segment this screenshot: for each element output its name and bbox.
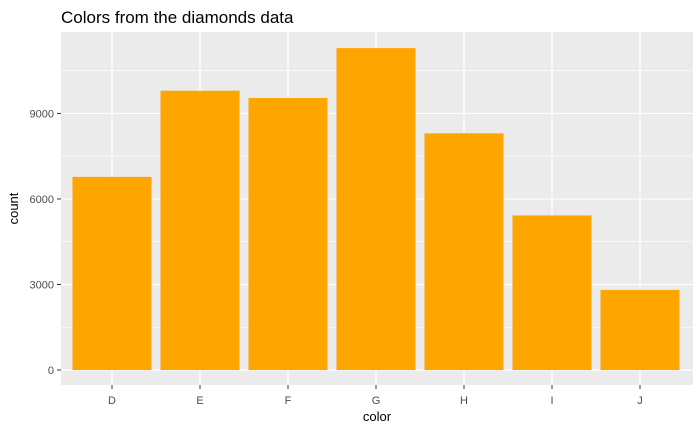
- x-tick-label: G: [372, 395, 381, 407]
- x-axis-title: color: [363, 409, 392, 424]
- bar-D: [72, 176, 152, 370]
- x-tick-label: D: [108, 395, 116, 407]
- bar-I: [512, 215, 592, 370]
- y-tick-label: 0: [48, 365, 54, 377]
- y-tick-label: 3000: [30, 279, 54, 291]
- bar-F: [248, 97, 328, 370]
- x-axis: D E F G H I J: [108, 385, 643, 407]
- y-tick-label: 6000: [30, 194, 54, 206]
- bar-J: [600, 289, 680, 370]
- x-tick-label: I: [550, 395, 553, 407]
- y-axis-title: count: [6, 192, 21, 224]
- x-tick-label: J: [637, 395, 643, 407]
- bar-E: [160, 90, 240, 370]
- x-tick-label: E: [196, 395, 203, 407]
- y-tick-label: 9000: [30, 108, 54, 120]
- x-tick-label: F: [285, 395, 292, 407]
- chart-title: Colors from the diamonds data: [61, 8, 294, 27]
- bars: [72, 48, 680, 370]
- y-axis: 0 3000 6000 9000: [30, 108, 61, 377]
- bar-G: [336, 48, 416, 370]
- bar-H: [424, 133, 504, 370]
- x-tick-label: H: [460, 395, 468, 407]
